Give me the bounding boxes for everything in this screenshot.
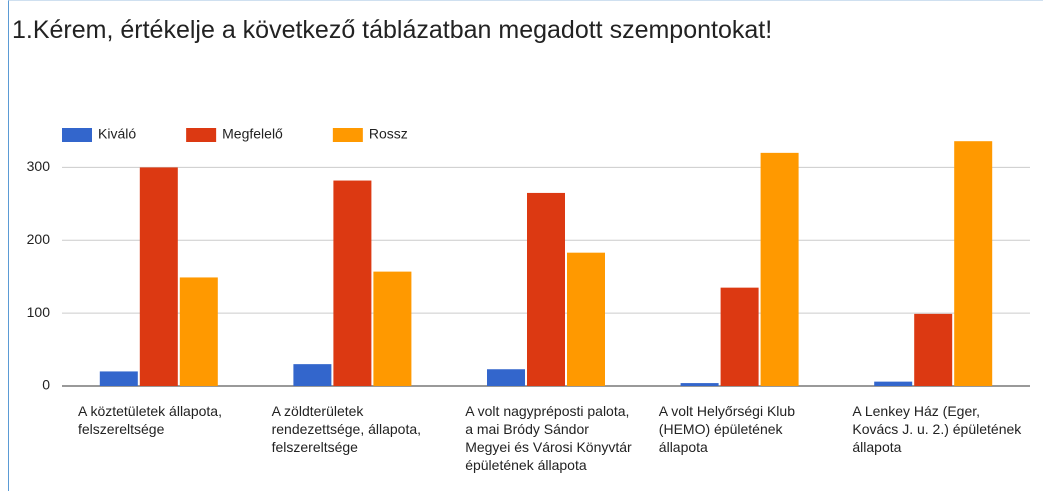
bar (527, 192, 565, 386)
legend-label: Megfelelő (222, 126, 283, 142)
x-tick-label: A zöldterületek rendezettsége, állapota,… (271, 403, 422, 455)
x-tick-label: A volt nagypréposti palota, a mai Bródy … (465, 403, 632, 473)
legend-label: Rossz (369, 126, 408, 142)
y-tick-label: 0 (42, 377, 50, 393)
bar (139, 167, 178, 386)
bar (954, 141, 993, 386)
bar (874, 381, 913, 386)
x-tick-label: A volt Helyőrségi Klub (HEMO) épületének… (658, 403, 795, 455)
chart-title: 1.Kérem, értékelje a következő táblázatb… (12, 16, 773, 44)
legend-swatch (62, 128, 92, 142)
legend-swatch (186, 128, 217, 142)
y-tick-label: 100 (27, 304, 51, 320)
legend-label: Kiváló (98, 126, 136, 142)
bar (487, 369, 525, 386)
bar (99, 371, 138, 386)
bar (720, 287, 759, 386)
bar (179, 277, 218, 386)
x-tick-label: A Lenkey Ház (Eger, Kovács J. u. 2.) épü… (852, 403, 1022, 455)
legend-swatch (332, 128, 363, 142)
y-tick-label: 200 (27, 231, 51, 247)
bar (333, 180, 372, 386)
bar (373, 271, 412, 386)
bar (567, 252, 605, 386)
frame (8, 0, 1043, 491)
y-tick-label: 300 (27, 158, 51, 174)
bar (760, 152, 799, 386)
bar (680, 383, 719, 386)
bar (914, 313, 953, 386)
bar (293, 364, 332, 386)
x-tick-label: A köztetületek állapota, felszereltsége (78, 403, 222, 437)
